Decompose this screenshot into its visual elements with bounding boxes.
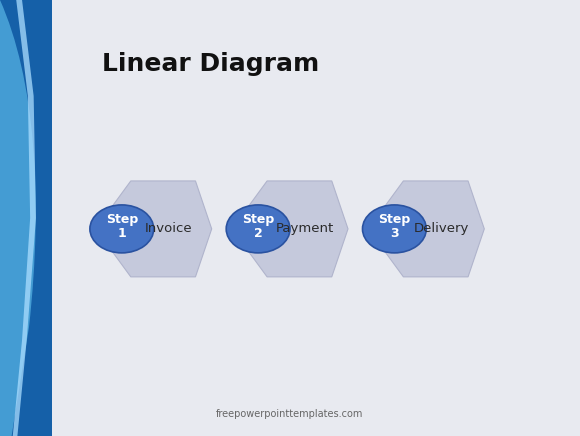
Circle shape: [362, 205, 426, 253]
Text: freepowerpointtemplates.com: freepowerpointtemplates.com: [216, 409, 364, 419]
Text: Invoice: Invoice: [145, 222, 193, 235]
Text: Step
1: Step 1: [106, 213, 138, 240]
Circle shape: [226, 205, 290, 253]
Text: Step
2: Step 2: [242, 213, 274, 240]
Polygon shape: [96, 181, 212, 277]
Polygon shape: [232, 181, 348, 277]
Circle shape: [90, 205, 154, 253]
Text: Linear Diagram: Linear Diagram: [102, 52, 319, 76]
PathPatch shape: [0, 0, 36, 436]
PathPatch shape: [13, 0, 36, 436]
PathPatch shape: [0, 0, 52, 436]
Text: Delivery: Delivery: [414, 222, 469, 235]
Text: Step
3: Step 3: [378, 213, 411, 240]
Text: Payment: Payment: [276, 222, 334, 235]
Polygon shape: [368, 181, 484, 277]
